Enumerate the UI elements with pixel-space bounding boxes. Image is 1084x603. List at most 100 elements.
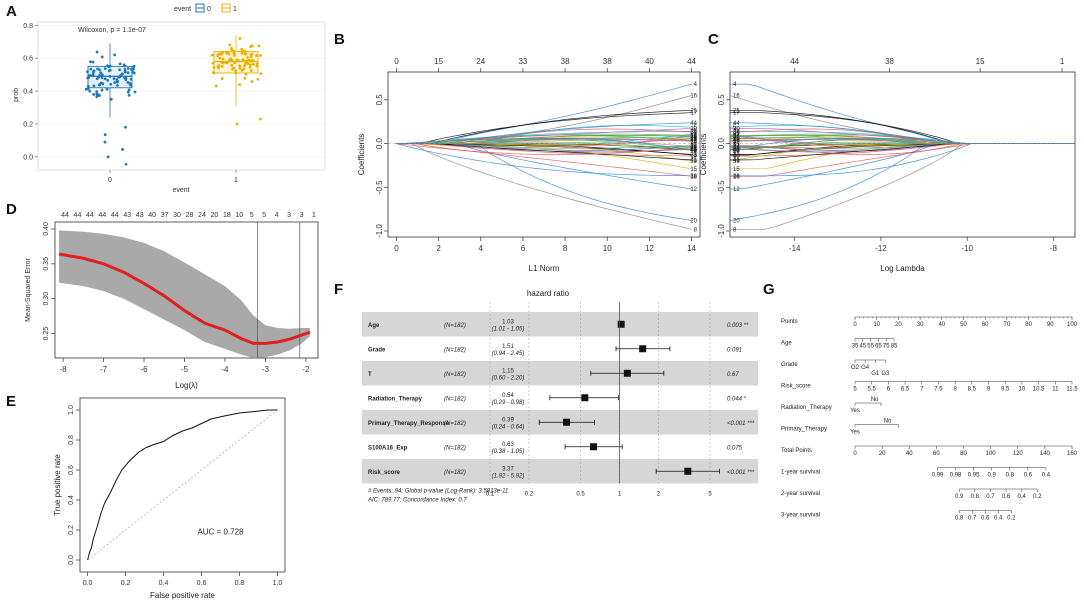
nomogram-tick-label: 7	[920, 387, 924, 393]
nomogram-tick-label: 0.9	[988, 473, 997, 479]
y-tick-label: 0.8	[23, 23, 33, 30]
coef-path-label: 25	[690, 108, 697, 114]
nomogram-tick-label: 0.99	[932, 473, 944, 479]
coef-path-label: 19	[690, 139, 697, 145]
y-tick-label: 0.4	[68, 495, 75, 505]
coef-path-label: 34	[733, 130, 740, 136]
jitter-point	[127, 88, 131, 92]
jitter-point	[248, 65, 252, 69]
y-tick-label: -1.0	[375, 224, 384, 238]
y-tick-label: 0.0	[23, 154, 33, 161]
jitter-point	[109, 82, 113, 86]
jitter-point	[109, 97, 113, 101]
coef-path-label: 43	[733, 148, 740, 154]
nomogram-row-label: Radiation_Therapy	[781, 405, 832, 411]
forest-footer-events: # Events: 94; Global p-value (Log-Rank):…	[368, 489, 508, 495]
jitter-point	[99, 71, 103, 75]
nomogram-tick-label: 8	[953, 387, 957, 393]
y-tick-label: 0.40	[43, 222, 50, 236]
coef-path-label: 23	[690, 137, 697, 143]
forest-ci-label: (0.29 - 0.98)	[492, 400, 525, 406]
top-tick-label: 3	[287, 212, 291, 219]
nomogram-tick-label: 0.4	[994, 516, 1003, 522]
jitter-point	[88, 89, 92, 93]
coef-path-label: 44	[733, 121, 740, 127]
nomogram-tick-label: 7.5	[934, 387, 943, 393]
jitter-point	[243, 49, 247, 53]
top-tick-label: 24	[476, 57, 485, 66]
coef-path-label: 22	[690, 147, 697, 153]
top-tick-label: 37	[161, 212, 169, 219]
coef-path-label: 42	[733, 146, 740, 152]
jitter-point	[100, 55, 104, 59]
panel-b-coef-path-l1: -1.0-0.50.00.50 2 4 6 8 10 12 140 15 24 33 38 38 40 44…	[357, 57, 701, 273]
nomogram-tick-label: 55	[867, 344, 874, 350]
nomogram-row-label: 3-year survival	[781, 513, 820, 519]
coef-path-label: 3	[694, 139, 698, 145]
jitter-point	[218, 56, 222, 60]
coef-path-label: 33	[733, 152, 740, 158]
forest-var-label: Grade	[368, 347, 386, 353]
coef-path-label: 15	[733, 167, 740, 173]
nomogram-tick-label: 80	[960, 451, 967, 457]
jitter-point	[218, 52, 222, 56]
jitter-point	[242, 59, 246, 63]
top-tick-label: 40	[148, 212, 156, 219]
nomogram-tick-label: 60	[933, 451, 940, 457]
jitter-point	[84, 87, 88, 91]
y-tick-label: 0.0	[717, 137, 726, 149]
nomogram-row-label: Total Points	[781, 448, 812, 454]
nomogram-tick-label: 40	[938, 322, 945, 328]
jitter-point	[127, 93, 131, 97]
jitter-point	[238, 64, 242, 68]
jitter-point	[106, 78, 110, 82]
plot-frame	[387, 71, 701, 238]
nomogram-tick-label: 50	[960, 322, 967, 328]
coef-path-label: 43	[690, 148, 697, 154]
jitter-point	[249, 69, 253, 72]
coef-path-label: 28	[733, 148, 740, 154]
legend-entry: 0	[207, 6, 211, 13]
nomogram-tick-label: 120	[1013, 451, 1024, 457]
jitter-point	[89, 67, 93, 71]
panel-letter-c: C	[708, 31, 719, 48]
coef-path-label: 12	[733, 187, 740, 193]
jitter-point	[100, 76, 104, 80]
nomogram-tick-label: 30	[917, 322, 924, 328]
forest-hr-marker	[623, 369, 631, 377]
nomogram-tick-label: 20	[879, 451, 886, 457]
nomogram-tick-label: 0.6	[981, 516, 990, 522]
y-tick-label: 0.35	[43, 257, 50, 271]
coef-path-label: 5	[694, 125, 698, 131]
panel-e-roc: 0.0 0.0 0.2 0.2 0.4 0.4 0.6 0.6 0.8 0.8 1.0 1.0 Fals…	[53, 397, 286, 600]
coef-path-label: 38	[690, 139, 697, 145]
coef-path-label: 20	[690, 219, 697, 225]
nomogram-tick-label: 10	[1019, 387, 1026, 393]
nomogram-tick-label: 140	[1040, 451, 1051, 457]
forest-row-shade	[362, 361, 758, 386]
nomogram-tick-label: 0.95	[968, 473, 980, 479]
jitter-point	[234, 71, 238, 75]
nomogram-tick-label: 10.5	[1033, 387, 1045, 393]
coef-path-label: 13	[690, 136, 697, 142]
nomogram-tick-label: 9.5	[1001, 387, 1010, 393]
coef-path-label: 32	[690, 144, 697, 150]
coef-path-label: 10	[690, 154, 697, 160]
forest-var-label: T	[368, 372, 372, 378]
jitter-point	[233, 61, 237, 65]
jitter-point	[107, 65, 111, 69]
jitter-point	[210, 53, 214, 57]
coef-path-label: 39	[733, 159, 740, 165]
jitter-point	[124, 125, 127, 129]
jitter-point	[259, 54, 262, 57]
jitter-point	[255, 62, 259, 66]
forest-hr-marker	[563, 418, 571, 426]
coef-path-label: 31	[690, 146, 697, 152]
nomogram-row-label: 1-year survival	[781, 470, 820, 476]
jitter-point	[211, 61, 215, 65]
coef-path-label: 26	[733, 137, 740, 143]
chart-title: Wilcoxon, p = 1.1e-07	[78, 27, 146, 34]
top-tick-label: 44	[61, 212, 69, 219]
nomogram-tick-label: No	[884, 419, 892, 425]
